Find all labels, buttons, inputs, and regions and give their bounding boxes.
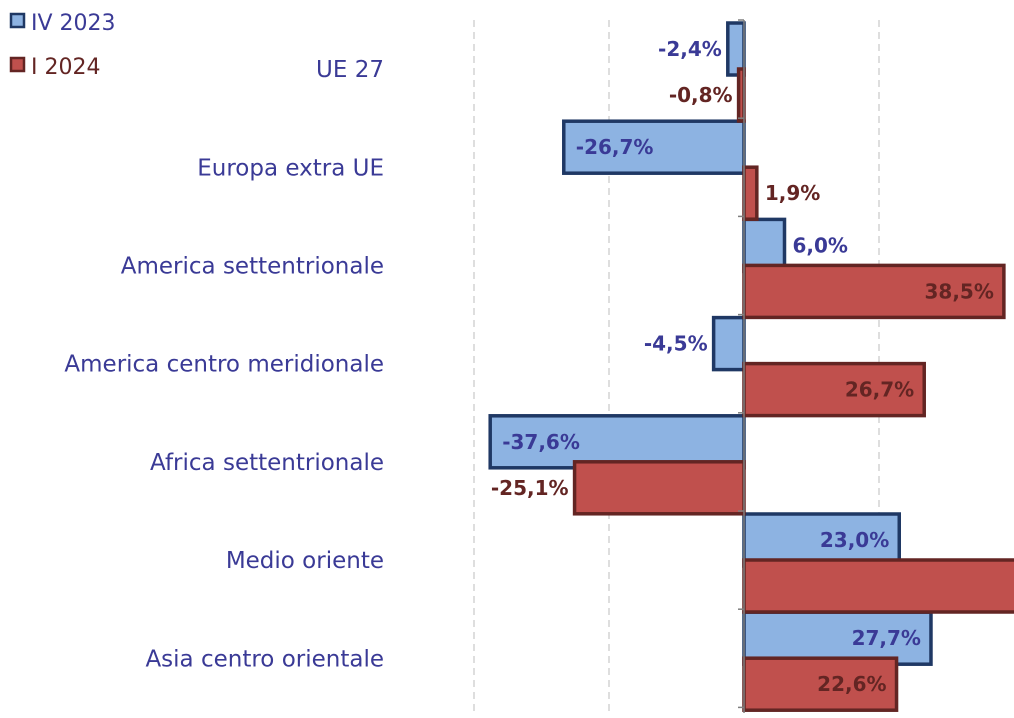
category-label: Medio oriente bbox=[226, 548, 384, 574]
bar-i-2024-5 bbox=[572, 460, 746, 516]
label-i-2024-1: -0,8% bbox=[669, 83, 733, 107]
category-label: UE 27 bbox=[316, 57, 384, 83]
bars bbox=[488, 21, 1014, 712]
legend-label-1: IV 2023 bbox=[31, 11, 116, 36]
label-i-2024-4: 26,7% bbox=[845, 378, 914, 402]
label-iv-2023-7: 27,7% bbox=[852, 626, 921, 650]
label-iv-2023-4: -4,5% bbox=[644, 332, 708, 356]
category-label: Europa extra UE bbox=[197, 155, 384, 181]
category-label: America centro meridionale bbox=[64, 352, 384, 378]
bar-iv-2023-1 bbox=[726, 21, 746, 77]
bar-i-2024-6 bbox=[742, 558, 1014, 614]
category-label: Africa settentrionale bbox=[150, 450, 384, 476]
axis bbox=[738, 19, 745, 713]
label-i-2024-3: 38,5% bbox=[924, 279, 993, 303]
label-i-2024-5: -25,1% bbox=[491, 476, 569, 500]
legend-label-2: I 2024 bbox=[31, 55, 100, 80]
bar-iv-2023-3 bbox=[742, 217, 787, 274]
label-iv-2023-2: -26,7% bbox=[576, 135, 654, 159]
category-label: America settentrionale bbox=[121, 254, 384, 280]
data-labels: -2,4% -26,7% 6,0% -4,5% -37,6% 23,0% 27,7% -0,8… bbox=[491, 37, 994, 696]
category-label: Asia centro orientale bbox=[145, 646, 384, 672]
label-iv-2023-3: 6,0% bbox=[793, 233, 848, 257]
bar-i-2024-2 bbox=[742, 165, 759, 221]
label-i-2024-7: 22,6% bbox=[817, 672, 886, 696]
bar-iv-2023-4 bbox=[711, 315, 746, 372]
legend: IV 2023 I 2024 bbox=[9, 11, 116, 80]
category-labels: UE 27 Europa extra UE America settentriona… bbox=[64, 57, 384, 672]
legend-swatch-1 bbox=[9, 12, 26, 29]
label-iv-2023-1: -2,4% bbox=[658, 37, 722, 61]
bar-i-2024-1 bbox=[736, 67, 746, 123]
label-iv-2023-6: 23,0% bbox=[820, 528, 889, 552]
bar-i-2024-4 bbox=[742, 361, 926, 418]
label-i-2024-2: 1,9% bbox=[765, 181, 820, 205]
label-iv-2023-5: -37,6% bbox=[502, 430, 580, 454]
bar-iv-2023-5 bbox=[488, 414, 746, 470]
legend-swatch-2 bbox=[9, 56, 26, 73]
